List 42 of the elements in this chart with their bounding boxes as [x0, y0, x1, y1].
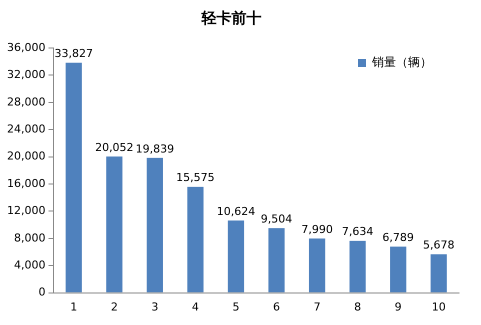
y-tick-label: 36,000: [6, 40, 46, 54]
bar: [66, 62, 82, 292]
legend-label: 销量（辆）: [371, 55, 432, 70]
x-tick-label: 4: [192, 300, 199, 314]
data-label: 19,839: [136, 142, 174, 156]
data-label: 10,624: [216, 204, 256, 218]
data-label: 9,504: [260, 212, 292, 226]
x-tick-label: 7: [314, 300, 321, 314]
bar: [187, 186, 204, 292]
data-label: 7,634: [342, 225, 374, 238]
y-tick-label: 4,000: [14, 258, 46, 272]
bar: [228, 220, 244, 292]
bar: [146, 158, 163, 292]
data-label: 33,827: [54, 47, 94, 60]
x-tick-label: 6: [273, 300, 280, 314]
x-tick-label: 3: [151, 300, 158, 314]
x-tick-label: 8: [354, 300, 362, 314]
x-tick-label: 9: [394, 300, 402, 314]
x-tick-label: 1: [70, 300, 78, 314]
y-tick-label: 24,000: [6, 122, 46, 136]
x-tick-label: 10: [432, 300, 446, 314]
x-tick-label: 5: [232, 300, 240, 314]
data-label: 6,789: [382, 230, 414, 244]
data-label: 5,678: [422, 238, 454, 252]
bar: [106, 156, 122, 292]
y-tick-label: 28,000: [6, 95, 46, 108]
y-tick-label: 8,000: [14, 231, 46, 244]
bar: [430, 254, 447, 292]
x-tick-label: 2: [110, 300, 118, 314]
y-tick-label: 0: [38, 286, 46, 299]
y-tick-label: 16,000: [6, 176, 46, 190]
bar: [350, 240, 366, 292]
y-tick-label: 32,000: [6, 68, 46, 82]
data-label: 7,990: [301, 222, 333, 236]
data-label: 15,575: [176, 171, 215, 184]
bar: [268, 228, 285, 292]
y-tick-label: 12,000: [6, 204, 46, 218]
bar: [308, 238, 326, 292]
y-tick-label: 20,000: [6, 150, 46, 163]
data-label: 20,052: [95, 140, 134, 154]
chart-title: 轻卡前十: [200, 8, 262, 27]
bar: [390, 246, 406, 292]
